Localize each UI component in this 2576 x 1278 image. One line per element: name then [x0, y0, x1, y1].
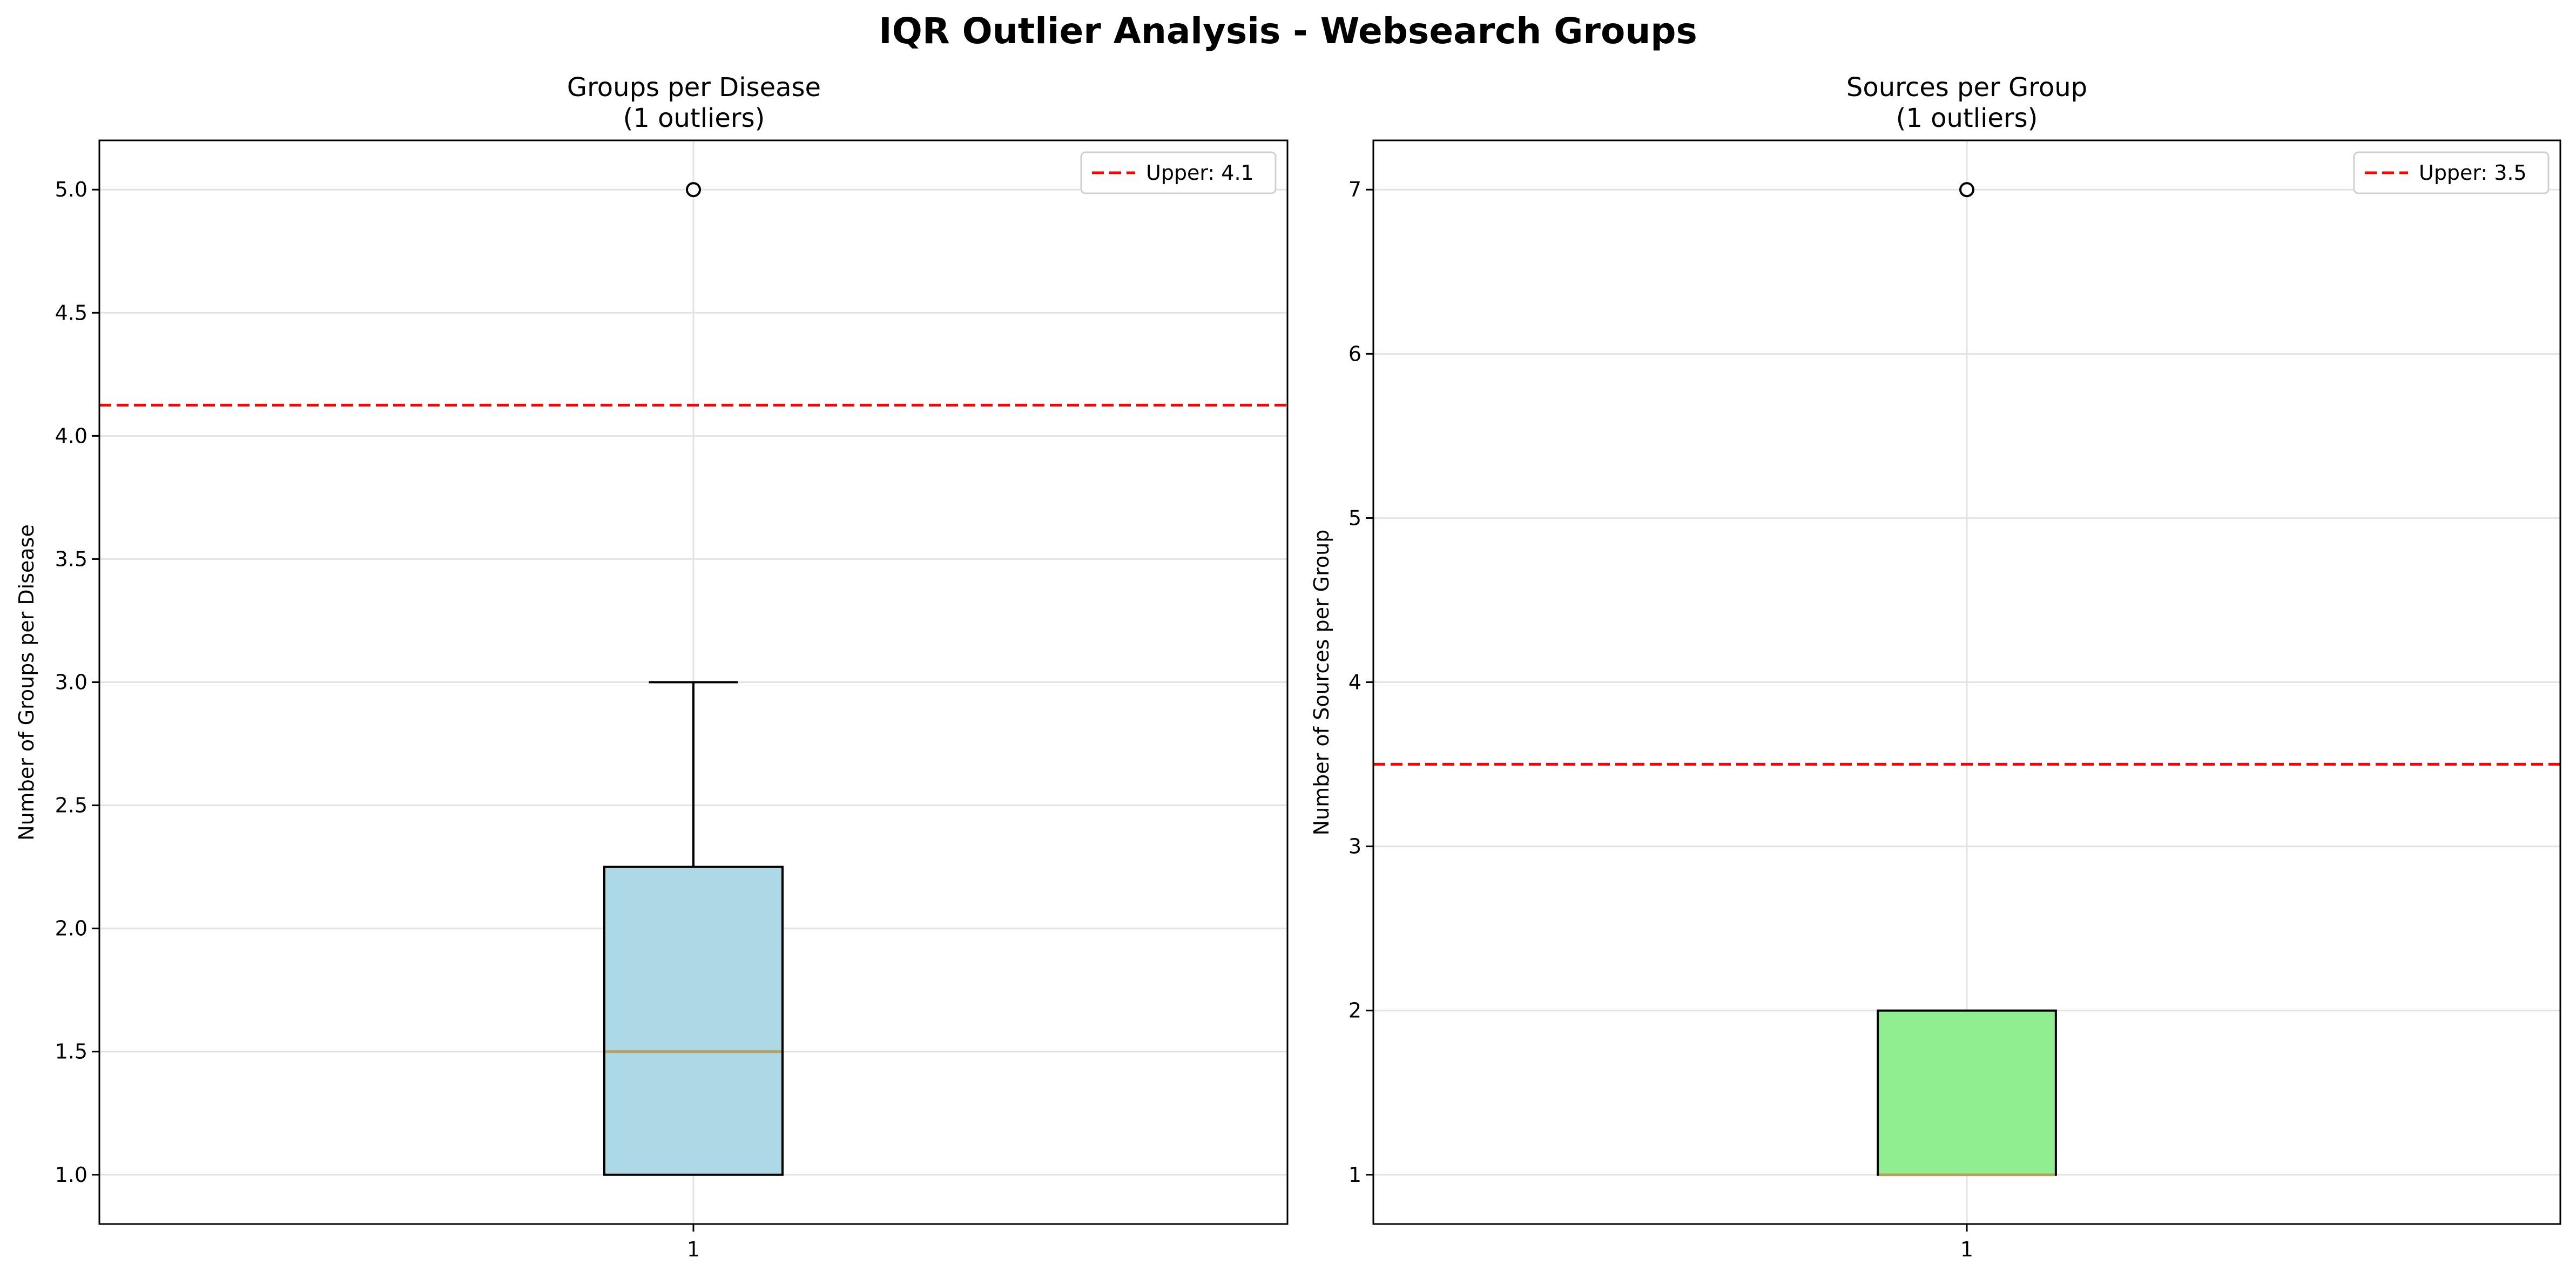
y-tick-label: 7: [1348, 178, 1361, 201]
subplot-groups-per-disease: Groups per Disease (1 outliers) Number o…: [15, 72, 1289, 1261]
box: [1877, 1009, 2057, 1176]
legend: Upper: 3.5: [2353, 151, 2550, 194]
subplot-subtitle: (1 outliers): [1896, 103, 2038, 133]
y-axis-label: Number of Sources per Group: [1310, 530, 1333, 836]
legend-label: Upper: 4.1: [1146, 161, 1254, 185]
y-tick-label: 5: [1348, 506, 1361, 530]
y-tick-label: 3.0: [55, 671, 87, 694]
legend-box: [1080, 151, 1277, 194]
y-tick-label: 6: [1348, 342, 1361, 366]
y-tick-label: 3.5: [55, 547, 87, 571]
y-tick-label: 3: [1348, 835, 1361, 858]
subplot-title: Sources per Group: [1846, 72, 2087, 103]
plot-area: 1.0 1.5 2.0 2.5 3.0 3.5 4.0 4.5 5.0 1 Upper: 4.1: [55, 139, 1289, 1261]
y-axis-label: Number of Groups per Disease: [15, 524, 38, 841]
legend: Upper: 4.1: [1080, 151, 1277, 194]
y-tick-label: 4: [1348, 671, 1361, 694]
box: [603, 865, 784, 1176]
y-tick-label: 1.0: [55, 1163, 87, 1187]
x-tick-label: 1: [1960, 1238, 1973, 1261]
y-tick-label: 4.5: [55, 301, 87, 324]
y-tick-label: 4.0: [55, 424, 87, 448]
y-tick-label: 5.0: [55, 178, 87, 201]
y-tick-label: 2.0: [55, 917, 87, 941]
figure-title: IQR Outlier Analysis - Websearch Groups: [879, 10, 1697, 52]
subplot-subtitle: (1 outliers): [623, 103, 765, 133]
outlier-point: [686, 182, 701, 198]
legend-box: [2353, 151, 2550, 194]
y-tick-label: 1.5: [55, 1040, 87, 1064]
axes-frame: [98, 139, 1289, 1225]
y-tick-label: 2.5: [55, 794, 87, 817]
y-tick-label: 2: [1348, 999, 1361, 1023]
legend-label: Upper: 3.5: [2419, 161, 2527, 185]
outlier-point: [1959, 182, 1974, 198]
plot-area: 1 2 3 4 5 6 7 1 Upper: 3.5: [1348, 139, 2561, 1261]
axes-frame: [1372, 139, 2561, 1225]
y-tick-label: 1: [1348, 1163, 1361, 1187]
subplot-sources-per-group: Sources per Group (1 outliers) Number of…: [1310, 72, 2561, 1261]
x-tick-label: 1: [687, 1238, 700, 1261]
subplot-title: Groups per Disease: [567, 72, 821, 103]
